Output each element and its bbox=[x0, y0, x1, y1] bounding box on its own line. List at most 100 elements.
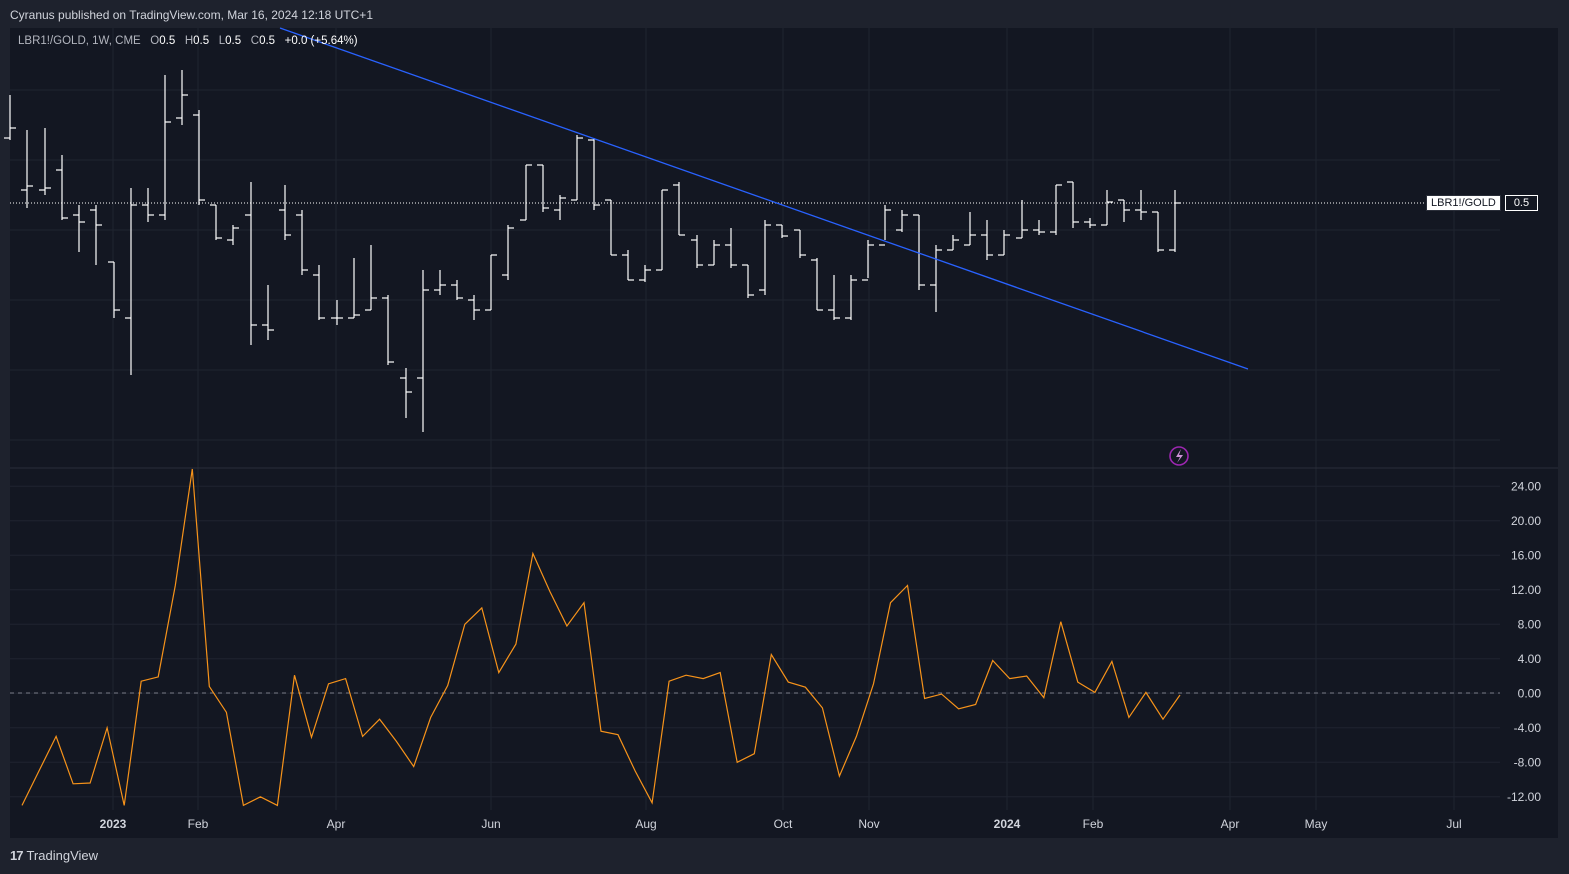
legend-low: 0.5 bbox=[225, 35, 242, 47]
price-bar bbox=[434, 270, 446, 295]
price-bar bbox=[142, 188, 154, 222]
price-bar bbox=[554, 195, 566, 220]
price-bar bbox=[1135, 190, 1147, 220]
x-tick-label: Feb bbox=[1083, 817, 1104, 831]
y-tick-label: -12.00 bbox=[1507, 790, 1541, 804]
price-bar bbox=[1118, 199, 1130, 222]
price-bar bbox=[588, 138, 600, 210]
tradingview-logo[interactable]: 17 TradingView bbox=[10, 848, 98, 863]
price-bar bbox=[108, 261, 120, 318]
price-bar bbox=[1033, 220, 1045, 235]
y-tick-label: 24.00 bbox=[1511, 479, 1541, 493]
oscillator-line bbox=[21, 468, 1181, 807]
x-tick-label: 2024 bbox=[994, 817, 1021, 831]
price-bar bbox=[1084, 218, 1096, 228]
legend-close-label: C bbox=[250, 35, 260, 47]
x-tick-label: Jun bbox=[481, 817, 500, 831]
price-bars bbox=[4, 70, 1181, 432]
price-bar bbox=[605, 199, 617, 256]
x-axis[interactable]: 2023 Feb Apr Jun Aug Oct Nov 2024 Feb Apr May Jul bbox=[100, 817, 1462, 831]
chart-frame[interactable] bbox=[10, 28, 1558, 838]
price-bar bbox=[417, 270, 429, 432]
price-bar bbox=[502, 225, 514, 280]
price-bar bbox=[1016, 200, 1028, 239]
x-tick-label: Feb bbox=[188, 817, 209, 831]
price-bar bbox=[4, 95, 16, 140]
price-bar bbox=[1067, 181, 1079, 228]
price-bar bbox=[930, 245, 942, 312]
price-bar bbox=[400, 368, 412, 418]
price-bar bbox=[56, 155, 68, 220]
y-tick-label: 4.00 bbox=[1518, 652, 1542, 666]
price-bar bbox=[896, 210, 908, 232]
price-bar bbox=[1152, 211, 1164, 252]
price-bar bbox=[313, 265, 325, 320]
x-tick-label: Nov bbox=[858, 817, 879, 831]
price-bar bbox=[879, 205, 891, 246]
price-bar bbox=[639, 265, 651, 282]
price-bar bbox=[673, 182, 685, 236]
price-bar bbox=[742, 264, 754, 298]
price-bar bbox=[1101, 190, 1113, 226]
price-bar bbox=[296, 210, 308, 275]
x-tick-label: May bbox=[1305, 817, 1328, 831]
price-bar bbox=[1050, 184, 1062, 235]
price-bar bbox=[845, 275, 857, 320]
publish-info: Cyranus published on TradingView.com, Ma… bbox=[10, 8, 373, 22]
x-tick-label: 2023 bbox=[100, 817, 127, 831]
symbol-legend[interactable]: LBR1!/GOLD, 1W, CME O0.5 H0.5 L0.5 C0.5 … bbox=[18, 35, 358, 47]
price-label-value: 0.5 bbox=[1504, 195, 1539, 211]
y-tick-label: 8.00 bbox=[1518, 617, 1542, 631]
price-bar bbox=[947, 235, 959, 251]
y-tick-label: 20.00 bbox=[1511, 514, 1541, 528]
price-bar bbox=[964, 212, 976, 246]
price-bar bbox=[227, 225, 239, 245]
price-bar bbox=[998, 230, 1010, 256]
legend-high: 0.5 bbox=[193, 35, 210, 47]
price-bar bbox=[828, 275, 840, 320]
brand-name: TradingView bbox=[26, 848, 99, 863]
price-bar bbox=[125, 188, 137, 375]
price-bar bbox=[981, 220, 993, 260]
y-tick-label: 0.00 bbox=[1518, 686, 1542, 700]
legend-low-label: L bbox=[218, 35, 226, 47]
footer: 17 TradingView bbox=[0, 838, 1569, 874]
price-bar bbox=[90, 205, 102, 265]
x-tick-label: Apr bbox=[327, 817, 346, 831]
legend-close: 0.5 bbox=[259, 35, 276, 47]
legend-symbol: LBR1!/GOLD, 1W, CME bbox=[18, 35, 141, 47]
x-tick-label: Jul bbox=[1446, 817, 1461, 831]
price-bar bbox=[1169, 190, 1181, 252]
y-tick-label: 16.00 bbox=[1511, 548, 1541, 562]
x-tick-label: Aug bbox=[635, 817, 656, 831]
price-bar bbox=[193, 110, 205, 205]
price-bar bbox=[262, 285, 274, 340]
price-bar bbox=[708, 240, 720, 266]
legend-open: 0.5 bbox=[159, 35, 176, 47]
trendline[interactable] bbox=[279, 27, 1249, 370]
price-bar bbox=[862, 240, 874, 281]
price-label-name: LBR1!/GOLD bbox=[1426, 195, 1501, 211]
price-bar bbox=[691, 235, 703, 268]
legend-open-label: O bbox=[150, 35, 160, 47]
price-bar bbox=[537, 164, 549, 212]
price-bar bbox=[794, 229, 806, 258]
price-bar bbox=[468, 295, 480, 320]
y-tick-label: -8.00 bbox=[1514, 755, 1542, 769]
price-bar bbox=[210, 204, 222, 240]
price-bar bbox=[331, 300, 343, 325]
lightning-icon[interactable] bbox=[1169, 446, 1189, 466]
x-tick-label: Apr bbox=[1221, 817, 1240, 831]
price-bar bbox=[365, 245, 377, 311]
price-bar bbox=[520, 164, 532, 221]
price-bar bbox=[39, 128, 51, 195]
price-bar bbox=[725, 228, 737, 268]
y-axis[interactable]: 24.00 20.00 16.00 12.00 8.00 4.00 0.00 -4.00 -8.… bbox=[1507, 479, 1541, 804]
price-bar bbox=[776, 224, 788, 238]
price-bar bbox=[759, 220, 771, 295]
price-label: LBR1!/GOLD 0.5 bbox=[1426, 195, 1539, 211]
price-bar bbox=[176, 70, 188, 125]
tradingview-mark-icon: 17 bbox=[10, 848, 24, 863]
y-tick-label: 12.00 bbox=[1511, 583, 1541, 597]
